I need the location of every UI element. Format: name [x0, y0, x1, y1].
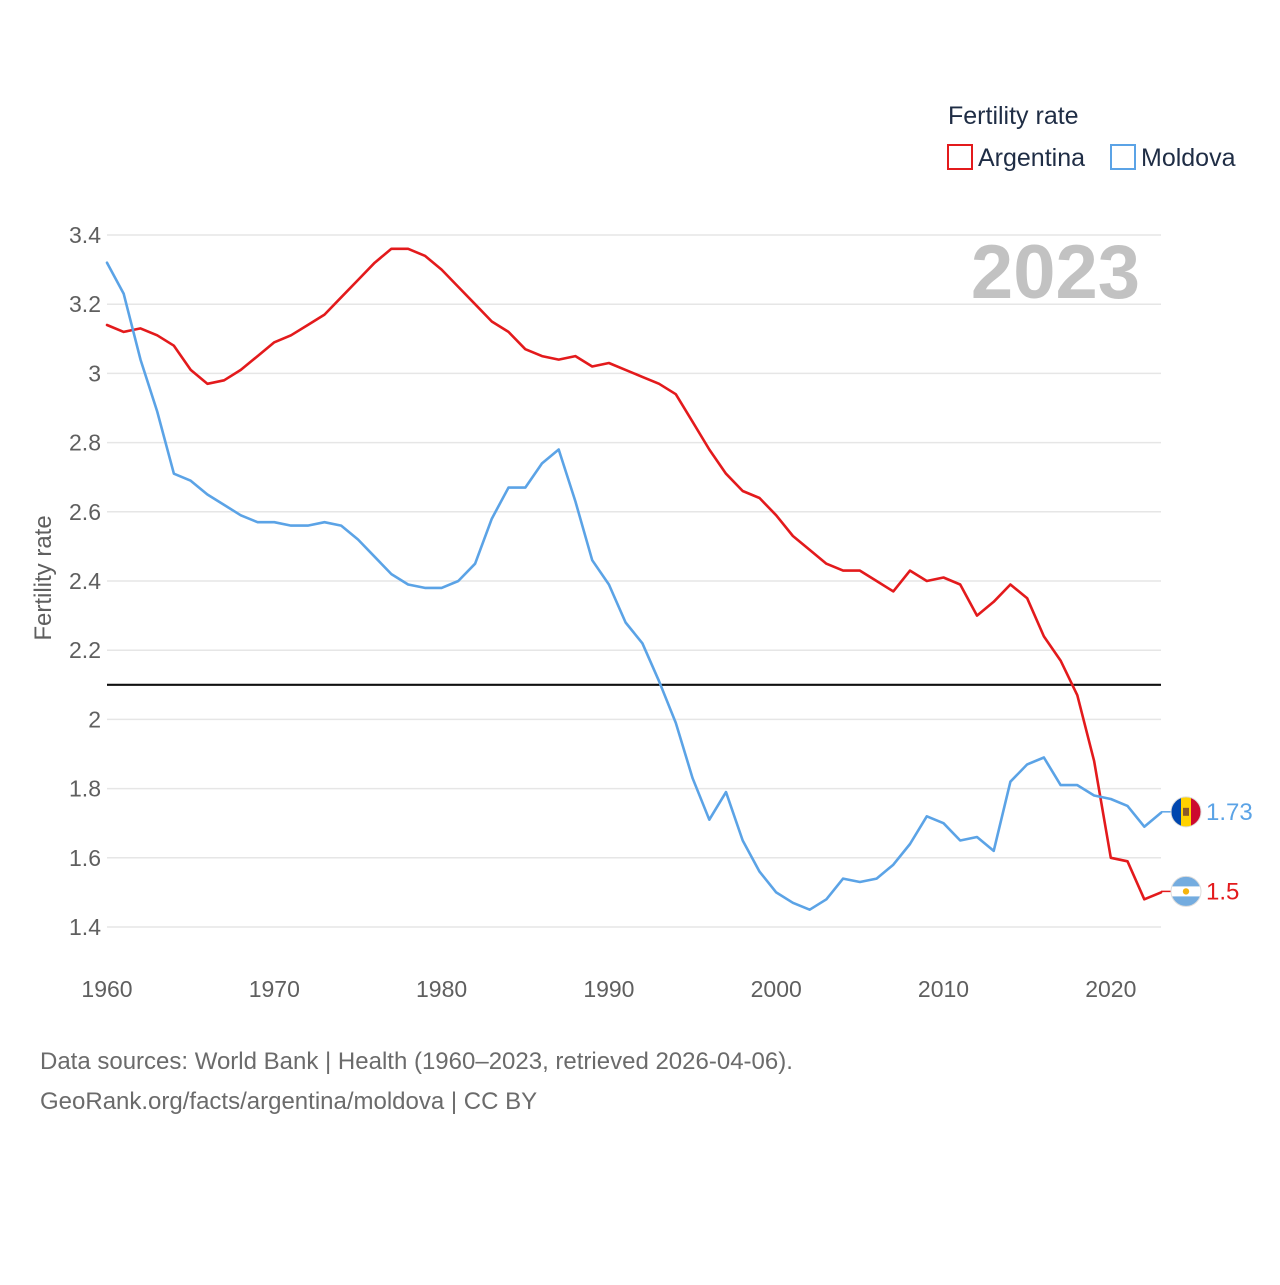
x-tick-label: 2020 — [1085, 976, 1136, 1002]
moldova-end-value-label: 1.73 — [1206, 799, 1253, 826]
argentina-flag-sun — [1182, 888, 1190, 895]
axis-layer: 1.4 1.6 1.8 2 2.2 2.4 2.6 2.8 3 3.2 3.4 1960 1970 198… — [69, 222, 1136, 1002]
x-tick-label: 1960 — [81, 976, 132, 1002]
legend[interactable]: Fertility rate Argentina Moldova — [947, 102, 1236, 172]
y-tick-label: 2 — [88, 706, 101, 732]
legend-title: Fertility rate — [948, 102, 1079, 130]
legend-label-argentina[interactable]: Argentina — [978, 144, 1085, 172]
y-tick-label: 2.2 — [69, 637, 101, 663]
y-tick-label: 1.8 — [69, 776, 101, 802]
x-tick-label: 2010 — [918, 976, 969, 1002]
y-tick-label: 2.4 — [69, 568, 101, 594]
legend-swatch-argentina[interactable] — [947, 144, 973, 170]
x-tick-label: 1990 — [583, 976, 634, 1002]
x-tick-label: 1970 — [249, 976, 300, 1002]
y-tick-label: 3.2 — [69, 291, 101, 317]
source-line-2[interactable]: GeoRank.org/facts/argentina/moldova | CC… — [40, 1088, 538, 1115]
y-tick-label: 1.4 — [69, 914, 101, 940]
moldova-flag — [1171, 796, 1201, 827]
moldova-flag-border — [1170, 796, 1202, 828]
moldova-flag-stripe-red — [1191, 796, 1201, 827]
moldova-series-line — [105, 261, 1163, 912]
y-tick-label: 3 — [88, 360, 101, 386]
source-note: Data sources: World Bank | Health (1960–… — [40, 1042, 793, 1122]
year-indicator: 2023 — [971, 230, 1140, 315]
grid-layer — [107, 234, 1161, 928]
moldova-flag-stripe-blue — [1171, 796, 1181, 827]
x-tick-label: 2000 — [751, 976, 802, 1002]
y-tick-label: 2.8 — [69, 430, 101, 456]
legend-label-moldova[interactable]: Moldova — [1141, 144, 1236, 172]
argentina-end-value-label: 1.5 — [1206, 878, 1239, 905]
series-layer — [105, 247, 1163, 912]
end-label-layer: 1.5 1.73 — [1161, 796, 1253, 907]
legend-swatch-moldova[interactable] — [1110, 144, 1136, 170]
moldova-flag-emblem — [1183, 807, 1189, 816]
y-tick-label: 2.6 — [69, 499, 101, 525]
x-tick-label: 1980 — [416, 976, 467, 1002]
argentina-flag — [1171, 876, 1201, 907]
y-tick-label: 1.6 — [69, 845, 101, 871]
y-tick-label: 3.4 — [69, 222, 101, 248]
argentina-series-line — [105, 247, 1163, 901]
source-line-1: Data sources: World Bank | Health (1960–… — [40, 1048, 793, 1075]
argentina-flag-border — [1170, 875, 1202, 907]
y-axis-label: Fertility rate — [30, 515, 57, 640]
